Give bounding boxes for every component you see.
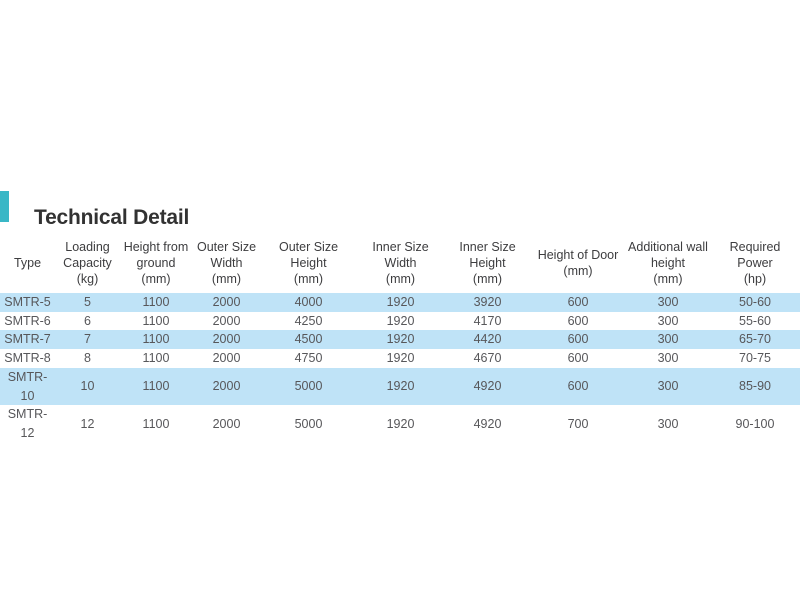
column-header-inner-size-height: Inner Size Height (mm) <box>459 240 516 286</box>
cell-required-power: 50-60 <box>739 295 771 309</box>
cell-inner-size-width: 1920 <box>386 332 415 347</box>
page-title: Technical Detail <box>34 206 190 230</box>
column-header-loading-capacity: Loading Capacity (kg) <box>63 240 112 286</box>
cell-inner-size-height: 4920 <box>473 416 502 431</box>
cell-outer-size-height: 5000 <box>294 379 323 394</box>
table-row-smtr-8: SMTR-8 8 1100 2000 4750 1920 4670 600 300 70-75 <box>0 349 800 368</box>
column-header-additional-wall-height: Additional wall height (mm) <box>628 240 708 286</box>
cell-height-of-door: 600 <box>567 295 589 309</box>
cell-outer-size-width: 2000 <box>212 332 241 347</box>
cell-inner-size-width: 1920 <box>386 313 415 328</box>
table-row-smtr-7: SMTR-7 7 1100 2000 4500 1920 4420 600 300 65-70 <box>0 330 800 350</box>
column-header-outer-size-width: Outer Size Width (mm) <box>196 240 257 286</box>
table-body: SMTR-5 5 1100 2000 4000 1920 3920 600 300 50-60 SM… <box>0 293 800 443</box>
cell-outer-size-height: 4250 <box>294 313 323 328</box>
technical-detail-table: Type Loading Capacity (kg) Height from gro… <box>0 233 800 443</box>
cell-required-power: 85-90 <box>739 379 771 394</box>
table-header: Type Loading Capacity (kg) Height from gro… <box>0 233 800 293</box>
column-header-height-from-ground: Height from ground (mm) <box>123 240 189 286</box>
cell-outer-size-width: 2000 <box>212 313 241 328</box>
cell-type: SMTR-10 <box>7 369 48 403</box>
column-header-required-power: Required Power (hp) <box>729 240 781 286</box>
cell-loading-capacity: 7 <box>84 332 91 347</box>
cell-type: SMTR-8 <box>4 351 51 366</box>
column-header-outer-size-height: Outer Size Height (mm) <box>278 240 339 286</box>
cell-loading-capacity: 10 <box>80 379 95 394</box>
cell-height-from-ground: 1100 <box>142 379 170 394</box>
cell-outer-size-height: 4000 <box>294 295 323 309</box>
cell-type: SMTR-6 <box>4 313 51 328</box>
cell-inner-size-height: 4670 <box>473 351 502 366</box>
cell-additional-wall-height: 300 <box>657 351 679 366</box>
cell-inner-size-width: 1920 <box>386 351 415 366</box>
column-header-height-of-door: Height of Door (mm) <box>537 248 619 278</box>
table-header-row: Type Loading Capacity (kg) Height from gro… <box>0 233 800 293</box>
cell-outer-size-width: 2000 <box>212 416 241 431</box>
cell-loading-capacity: 6 <box>84 313 91 328</box>
cell-additional-wall-height: 300 <box>657 295 679 309</box>
cell-inner-size-width: 1920 <box>386 379 415 394</box>
cell-additional-wall-height: 300 <box>657 332 679 347</box>
cell-type: SMTR-12 <box>7 407 48 440</box>
cell-outer-size-height: 4750 <box>294 351 323 366</box>
cell-height-from-ground: 1100 <box>142 416 170 431</box>
cell-inner-size-height: 4920 <box>473 379 502 394</box>
cell-loading-capacity: 12 <box>80 416 95 431</box>
column-header-type: Type <box>13 256 42 270</box>
cell-loading-capacity: 8 <box>84 351 91 366</box>
cell-inner-size-height: 4420 <box>473 332 502 347</box>
cell-height-from-ground: 1100 <box>142 351 170 366</box>
cell-outer-size-height: 5000 <box>294 416 323 431</box>
cell-required-power: 55-60 <box>739 313 771 328</box>
column-header-inner-size-width: Inner Size Width (mm) <box>372 240 429 286</box>
cell-type: SMTR-5 <box>4 295 51 309</box>
cell-additional-wall-height: 300 <box>657 313 679 328</box>
table-row-smtr-5: SMTR-5 5 1100 2000 4000 1920 3920 600 300 50-60 <box>0 293 800 312</box>
table-row-smtr-10: SMTR-10 10 1100 2000 5000 1920 4920 600 300 85-90 <box>0 367 800 406</box>
cell-outer-size-width: 2000 <box>212 379 241 394</box>
cell-type: SMTR-7 <box>4 332 51 347</box>
cell-outer-size-width: 2000 <box>212 295 241 309</box>
cell-additional-wall-height: 300 <box>657 416 679 431</box>
cell-height-from-ground: 1100 <box>142 313 170 328</box>
cell-height-from-ground: 1100 <box>142 295 170 309</box>
cell-height-of-door: 700 <box>567 416 589 431</box>
cell-required-power: 90-100 <box>735 416 775 431</box>
cell-loading-capacity: 5 <box>84 295 91 309</box>
table-row-smtr-12: SMTR-12 12 1100 2000 5000 1920 4920 700 300 90-10… <box>0 405 800 442</box>
cell-required-power: 70-75 <box>739 351 771 366</box>
cell-inner-size-width: 1920 <box>386 295 415 309</box>
table-row-smtr-6: SMTR-6 6 1100 2000 4250 1920 4170 600 300 55-60 <box>0 312 800 331</box>
cell-height-from-ground: 1100 <box>142 332 170 347</box>
cell-height-of-door: 600 <box>567 379 589 394</box>
title-accent-bar <box>0 191 9 222</box>
cell-additional-wall-height: 300 <box>657 379 679 394</box>
cell-outer-size-width: 2000 <box>212 351 241 366</box>
cell-inner-size-height: 3920 <box>473 295 502 309</box>
cell-inner-size-width: 1920 <box>386 416 415 431</box>
cell-required-power: 65-70 <box>739 332 771 347</box>
cell-height-of-door: 600 <box>567 313 589 328</box>
cell-outer-size-height: 4500 <box>294 332 323 347</box>
cell-height-of-door: 600 <box>567 351 589 366</box>
cell-inner-size-height: 4170 <box>473 313 502 328</box>
cell-height-of-door: 600 <box>567 332 589 347</box>
